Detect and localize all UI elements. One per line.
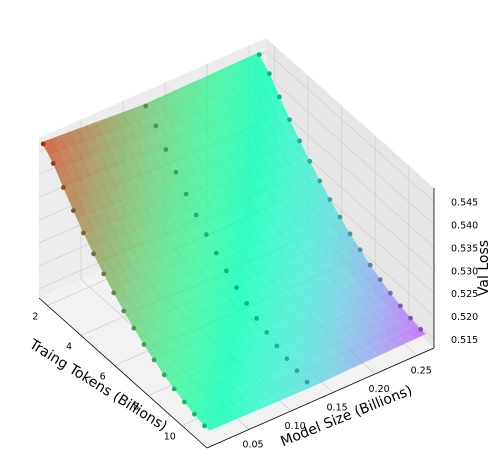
scatter-point (61, 185, 66, 190)
scatter-point (50, 161, 56, 166)
scatter-point (317, 178, 323, 184)
scatter-point (408, 315, 413, 321)
scatter-point (367, 262, 373, 268)
scatter-point (347, 231, 353, 237)
scatter-point (173, 169, 179, 175)
scatter-point (418, 327, 423, 332)
scatter-point (213, 250, 219, 256)
scatter-point (81, 230, 86, 236)
surface-patch (202, 419, 219, 431)
scatter-point (101, 271, 107, 277)
z-tick-label: 0.525 (451, 289, 478, 300)
z-axis-title: Val Loss (476, 240, 492, 296)
scatter-point (327, 197, 333, 202)
grid-line-loss-right (265, 97, 435, 248)
grid-line-loss-right (265, 74, 435, 225)
scatter-point (398, 303, 403, 309)
z-tick-label: 0.535 (451, 243, 478, 254)
scatter-point (131, 325, 137, 331)
scatter-point (111, 290, 117, 296)
y-tick-label: 0.25 (411, 365, 432, 376)
y-tick-label: 0.05 (242, 440, 263, 451)
z-tick-label: 0.520 (451, 312, 478, 323)
scatter-point (377, 277, 383, 283)
z-tick-label: 0.530 (451, 266, 478, 277)
grid-line-loss-right (265, 51, 435, 203)
scatter-point (163, 147, 169, 153)
scatter-point (357, 247, 363, 253)
scatter-point (256, 52, 262, 57)
scatter-point (284, 356, 290, 361)
scatter-point (71, 208, 76, 214)
scatter-point (387, 290, 393, 296)
scatter-point (151, 357, 157, 363)
scatter-point (40, 141, 46, 147)
x-tick-label: 2 (32, 312, 38, 323)
scatter-point (337, 214, 343, 220)
loss-surface (41, 52, 426, 431)
scatter-point (297, 138, 302, 144)
z-tick-label: 0.515 (451, 335, 478, 346)
scatter-point (234, 285, 239, 290)
scatter-point (143, 103, 149, 109)
scatter-point (287, 117, 292, 122)
scatter-point (121, 308, 127, 314)
y-tick-label: 0.10 (285, 421, 306, 432)
scatter-point (141, 342, 147, 347)
scatter-point (224, 268, 229, 274)
scatter-point (294, 368, 300, 374)
scatter-point (171, 386, 177, 392)
y-axis-line (206, 347, 435, 449)
scatter-point (254, 316, 260, 321)
scatter-point (91, 251, 96, 257)
scatter-point (267, 71, 272, 77)
scatter-point (244, 301, 250, 306)
scatter-point (203, 232, 209, 237)
axis-lines (38, 188, 435, 449)
scatter-point (181, 399, 187, 405)
x-tick-label: 8 (133, 402, 139, 413)
tick-labels: 2 4 6 8 10 0.05 0.10 0.15 0.20 0.25 0.515 0.520 0.52… (32, 198, 478, 451)
x-tick-label: 4 (66, 342, 72, 353)
z-tick-label: 0.540 (451, 221, 478, 232)
scatter-point (192, 411, 197, 417)
z-tick-label: 0.545 (451, 198, 478, 209)
scatter-points (40, 52, 423, 429)
scatter-point (153, 123, 159, 129)
scatter-point (193, 212, 199, 218)
scatter-point (161, 372, 167, 378)
y-tick-label: 0.20 (369, 384, 390, 395)
scatter-point (264, 330, 270, 335)
scatter-point (277, 94, 282, 100)
scatter-point (183, 191, 189, 197)
scatter-point (202, 423, 207, 429)
scatter-point (304, 379, 310, 385)
x-axis-line (38, 297, 208, 449)
y-tick-label: 0.15 (327, 402, 348, 413)
x-tick-label: 10 (164, 432, 176, 443)
scatter-point (307, 158, 313, 164)
x-tick-label: 6 (100, 372, 106, 383)
scatter-point (274, 343, 280, 349)
